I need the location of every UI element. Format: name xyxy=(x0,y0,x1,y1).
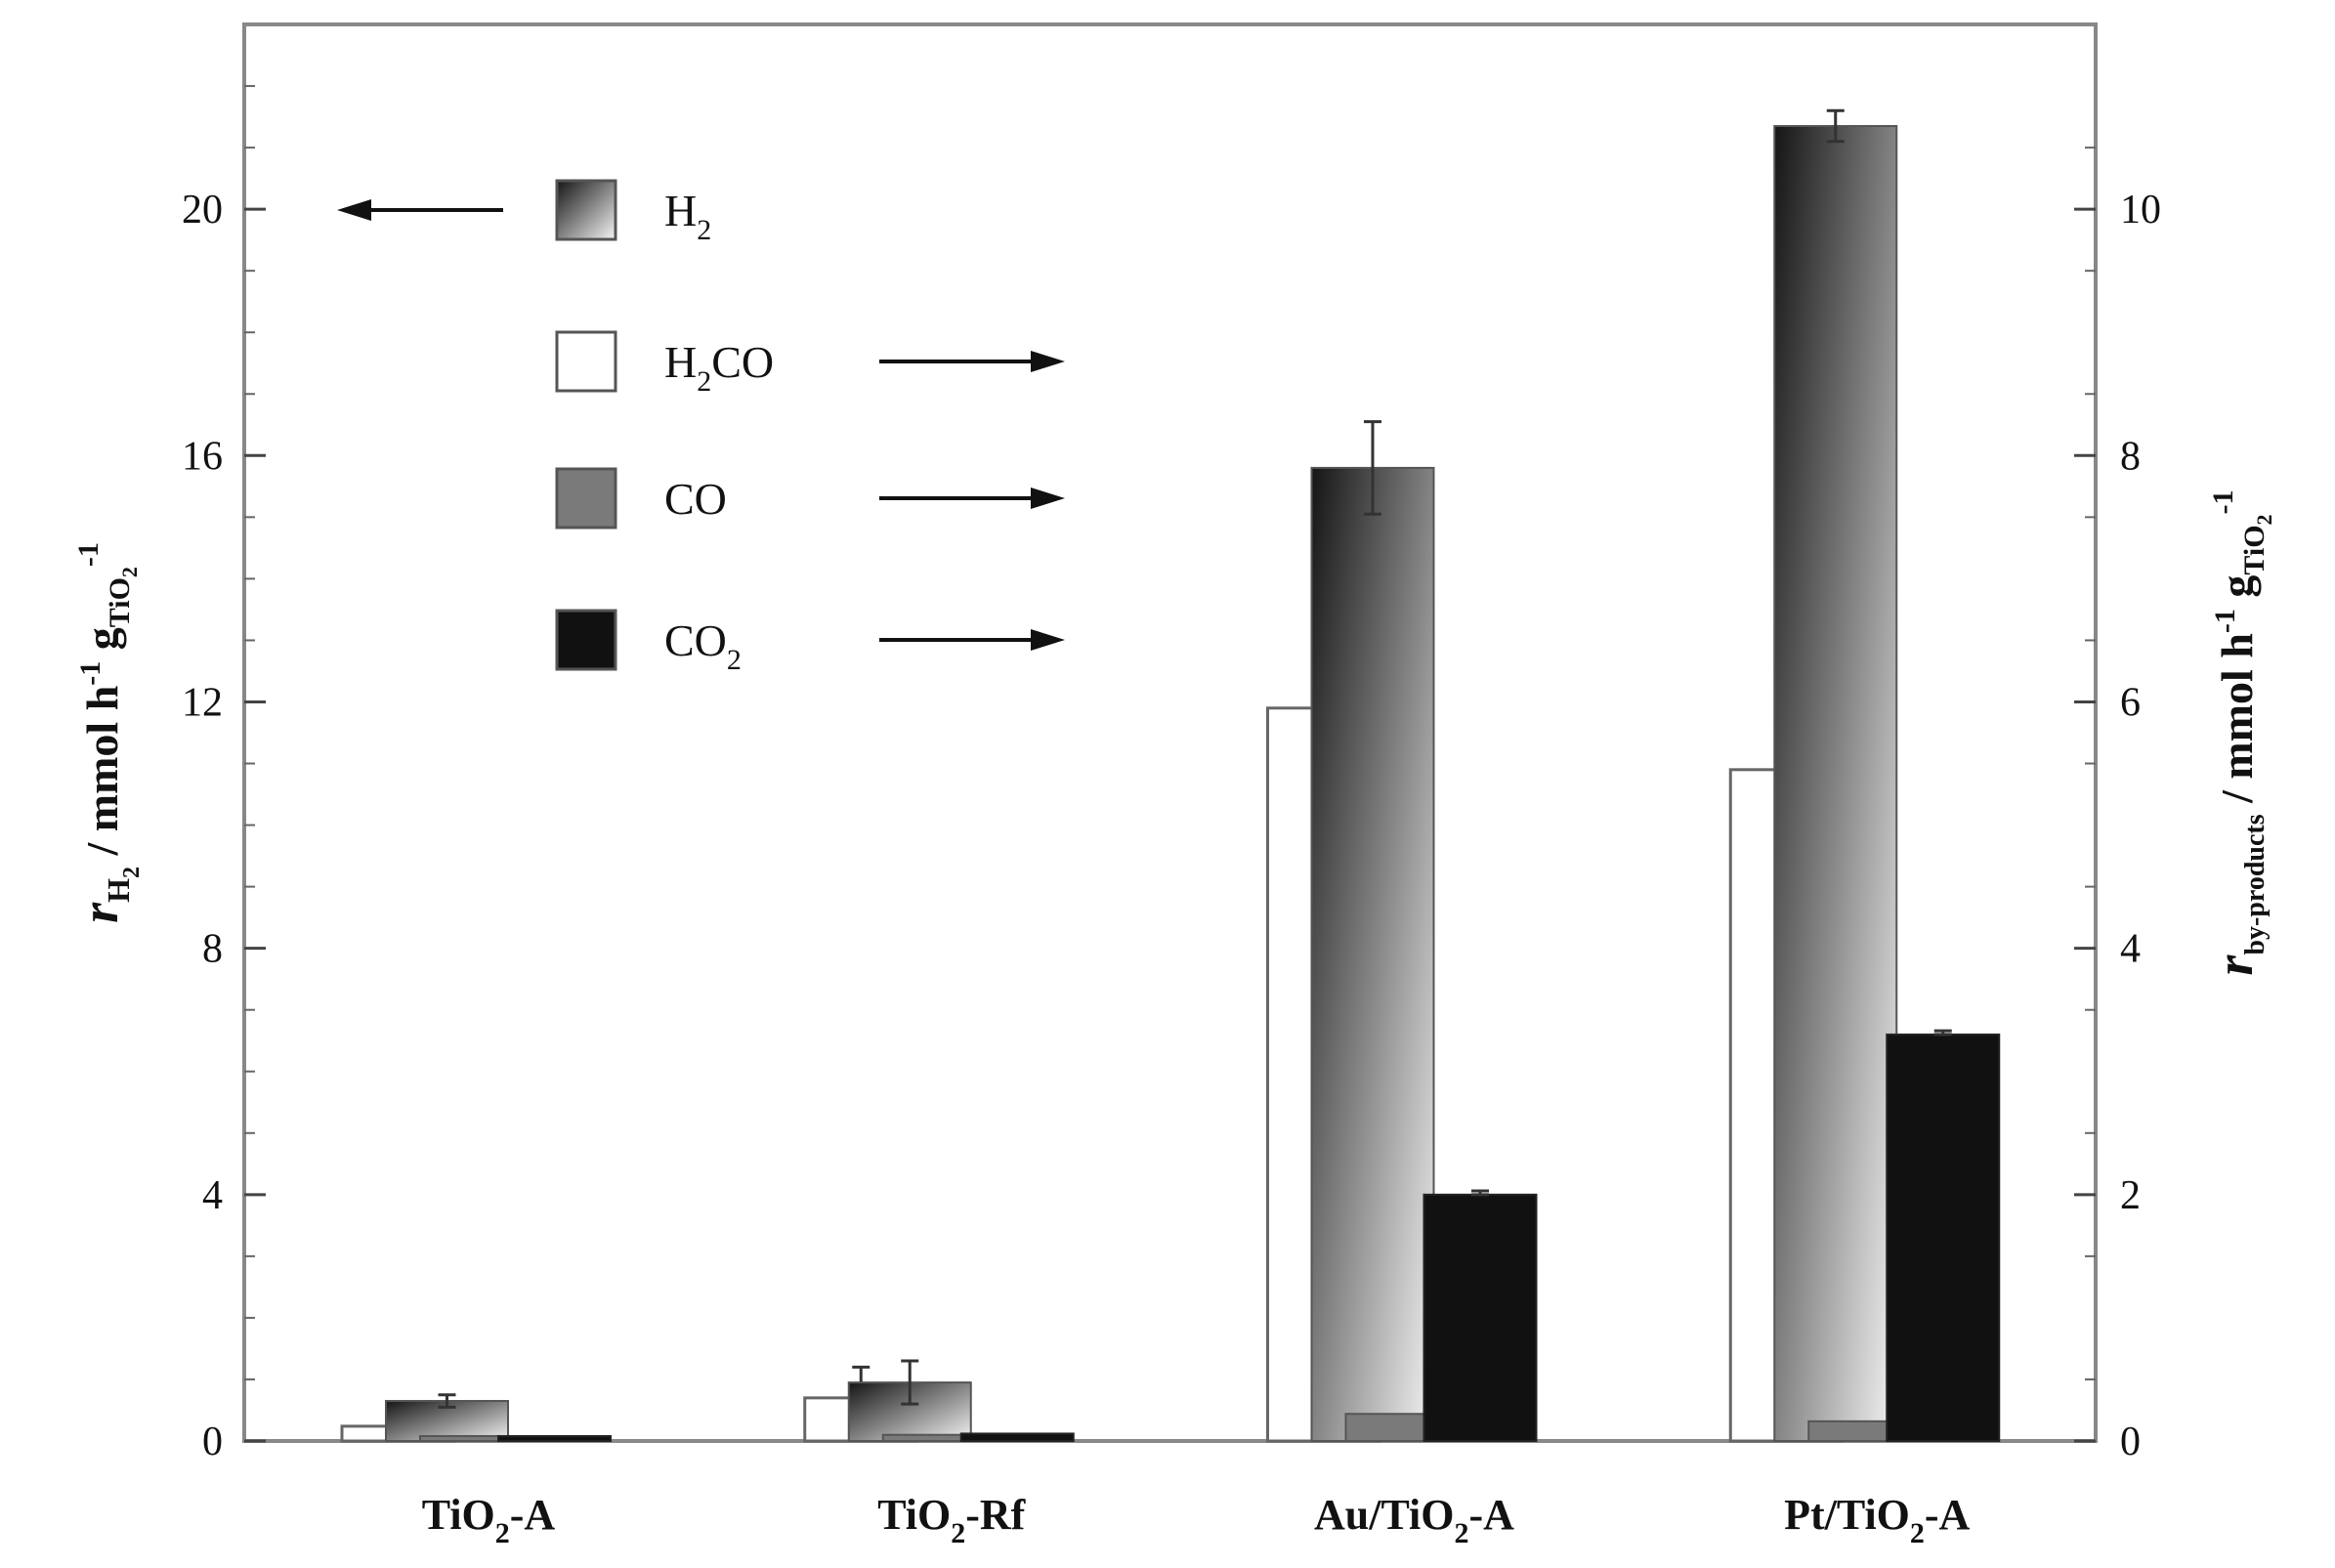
plot-frame xyxy=(242,22,2098,1443)
category-label-suffix: -A xyxy=(1469,1491,1515,1539)
legend-swatch xyxy=(555,609,617,671)
legend-arrow-head xyxy=(1031,351,1065,372)
category-label-subscript: 2 xyxy=(1455,1517,1469,1549)
legend-label-text: H xyxy=(664,186,697,235)
left-axis-title-sub: H xyxy=(101,878,136,903)
right-tick-label: 6 xyxy=(2120,680,2141,725)
legend-label-subscript: 2 xyxy=(697,365,711,398)
legend-label-text: CO xyxy=(664,474,727,524)
bars-layer xyxy=(340,108,2001,1443)
category-label: Au/TiO2-A xyxy=(1314,1491,1514,1549)
left-tick-label: 0 xyxy=(202,1420,223,1464)
left-axis-title: rH2 / mmol h-1 gTiO2-1 xyxy=(70,542,145,923)
legend-arrow-head xyxy=(1031,629,1065,651)
bar-co2 xyxy=(959,1432,1075,1443)
right-axis-title-sup: -1 xyxy=(2209,609,2241,633)
category-label-text: Au/TiO xyxy=(1314,1491,1454,1539)
bar-co2 xyxy=(497,1434,612,1443)
legend-swatch xyxy=(555,467,617,530)
plot-border xyxy=(242,22,2098,1443)
legend-label-subscript: 2 xyxy=(697,214,711,246)
left-axis-title-sup: -1 xyxy=(74,661,106,686)
left-tick-label: 4 xyxy=(202,1173,223,1218)
right-tick-label: 4 xyxy=(2120,927,2141,972)
left-axis-title-gsubsub: 2 xyxy=(117,567,142,577)
legend-arrow-head xyxy=(337,199,371,221)
bar-co2 xyxy=(1886,1033,2001,1443)
legend-swatch xyxy=(555,330,617,393)
left-axis-title-gsub: TiO xyxy=(104,577,136,627)
legend-label-suffix: CO xyxy=(711,337,774,387)
left-axis-title-r: r xyxy=(70,902,129,923)
category-label-subscript: 2 xyxy=(1910,1517,1925,1549)
bar-h2 xyxy=(1773,125,1898,1443)
left-axis-title-subsub: 2 xyxy=(119,867,145,878)
legend-label: H2CO xyxy=(664,337,774,398)
category-label-text: Pt/TiO xyxy=(1784,1491,1910,1539)
category-label-suffix: -Rf xyxy=(965,1491,1026,1539)
left-axis-title-unit: / mmol h xyxy=(77,686,127,867)
bar-co2 xyxy=(1422,1193,1538,1442)
category-label-text: TiO xyxy=(877,1491,951,1539)
category-label: TiO2-Rf xyxy=(877,1491,1026,1549)
bar-co xyxy=(881,1433,962,1443)
right-axis-title-r: r xyxy=(2205,954,2264,976)
category-label: TiO2-A xyxy=(422,1491,556,1549)
ticks-layer: 0 4 8 12 16 20 0 2 4 6 8 10 xyxy=(182,85,2161,1464)
legend-label-text: H xyxy=(664,337,697,387)
left-tick-label: 8 xyxy=(202,927,223,972)
left-axis-title-gsup: -1 xyxy=(72,542,105,567)
category-labels: TiO2-A TiO2-Rf Au/TiO2-A Pt/TiO2-A xyxy=(422,1491,1971,1549)
right-tick-label: 2 xyxy=(2120,1173,2141,1218)
right-axis-title-gsub: TiO xyxy=(2238,525,2271,574)
legend-swatch xyxy=(555,179,617,241)
legend-arrow-head xyxy=(1031,487,1065,509)
right-tick-label: 10 xyxy=(2120,188,2161,233)
bar-co xyxy=(419,1434,499,1443)
left-tick-label: 16 xyxy=(182,434,223,479)
right-axis-title-unit: / mmol h xyxy=(2212,633,2262,814)
legend-label: CO2 xyxy=(664,615,742,676)
legend-label-text: CO xyxy=(664,615,727,665)
category-label: Pt/TiO2-A xyxy=(1784,1491,1970,1549)
category-label-subscript: 2 xyxy=(951,1517,965,1549)
legend-label: H2 xyxy=(664,186,711,246)
right-axis-title-sub: by-products xyxy=(2240,814,2271,954)
bar-h2 xyxy=(1310,466,1435,1443)
left-axis-title-g: g xyxy=(77,627,127,661)
right-tick-label: 0 xyxy=(2120,1420,2141,1464)
bar-co xyxy=(1344,1413,1425,1442)
category-label-suffix: -A xyxy=(510,1491,556,1539)
right-axis-title-gsup: -1 xyxy=(2207,489,2239,514)
right-axis-title-g: g xyxy=(2212,575,2262,610)
left-tick-label: 12 xyxy=(182,680,223,725)
category-label-text: TiO xyxy=(422,1491,495,1539)
category-label-subscript: 2 xyxy=(495,1517,510,1549)
legend-label: CO xyxy=(664,474,727,524)
right-axis-title-gsubsub: 2 xyxy=(2252,514,2276,525)
left-tick-label: 20 xyxy=(182,188,223,233)
bar-co xyxy=(1807,1420,1889,1442)
category-label-suffix: -A xyxy=(1925,1491,1971,1539)
right-axis-title: rby-products / mmol h-1 gTiO2-1 xyxy=(2205,489,2276,975)
legend-label-subscript: 2 xyxy=(727,644,742,676)
right-tick-label: 8 xyxy=(2120,434,2141,479)
